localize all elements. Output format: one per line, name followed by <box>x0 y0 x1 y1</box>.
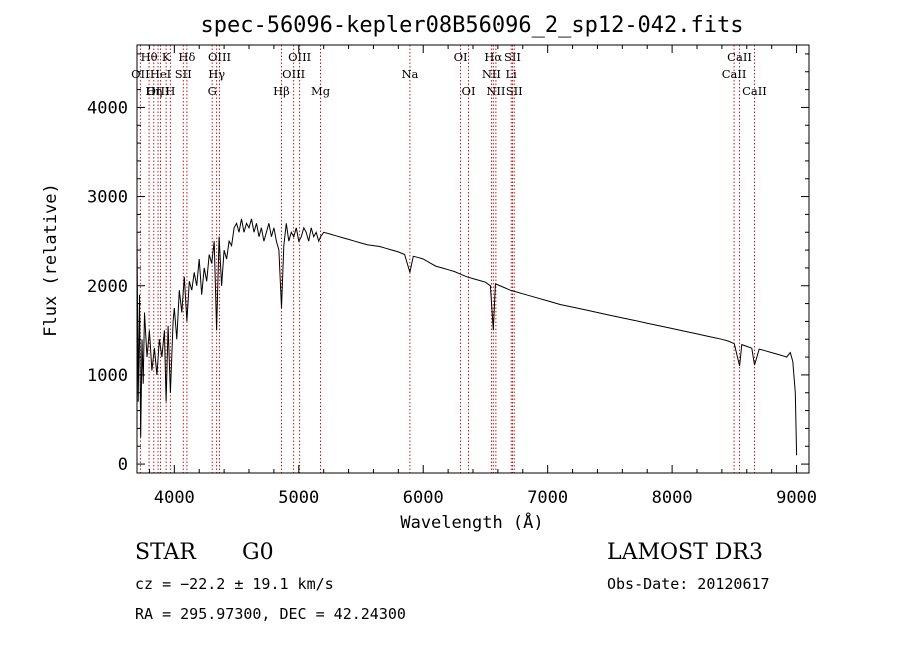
x-tick-label-0: 4000 <box>154 488 195 508</box>
y-tick-label-3: 3000 <box>87 188 128 208</box>
line-label-5: K <box>162 50 171 64</box>
line-label-22: Li <box>506 67 518 81</box>
line-label-4: HeI <box>150 67 171 81</box>
y-tick-label-2: 2000 <box>87 277 128 297</box>
line-label-6: H <box>165 84 175 98</box>
y-axis-label: Flux (relative) <box>41 183 61 337</box>
line-label-25: CaII <box>722 67 747 81</box>
chart-title: spec-56096-kepler08B56096_2_sp12-042.fit… <box>200 13 743 38</box>
plot-frame <box>136 44 810 474</box>
y-tick-label-0: 0 <box>118 455 128 475</box>
line-label-21: NII <box>486 84 505 98</box>
line-label-2: Hη <box>145 84 162 98</box>
line-label-8: Hδ <box>178 50 195 64</box>
line-label-27: CaII <box>742 84 767 98</box>
object-class: STAR <box>135 540 196 565</box>
line-label-9: G <box>208 84 217 98</box>
line-label-18: OI <box>462 84 476 98</box>
y-tick-label-1: 1000 <box>87 366 128 386</box>
line-label-26: CaII <box>727 50 752 64</box>
line-label-20: Hα <box>484 50 502 64</box>
line-label-1: Hθ <box>141 50 158 64</box>
spectrum-series-line <box>136 218 798 456</box>
x-tick-label-5: 9000 <box>776 488 817 508</box>
line-label-13: OIII <box>282 67 305 81</box>
line-label-7: SII <box>175 67 192 81</box>
line-label-15: Mg <box>311 84 331 98</box>
x-tick-label-2: 6000 <box>403 488 444 508</box>
y-axis-ticks: 0 1000 2000 3000 4000 <box>87 53 809 475</box>
coordinates: RA = 295.97300, DEC = 42.24300 <box>135 605 406 623</box>
spectral-line-labels: OIIHθHηOIIIHeIKHSIIHδGHγOIIIHβOIIIOIIIMg… <box>131 50 767 98</box>
line-label-0: OII <box>131 67 150 81</box>
line-label-14: OIII <box>288 50 311 64</box>
line-label-17: OI <box>454 50 468 64</box>
x-axis-label: Wavelength (Å) <box>400 511 543 533</box>
line-label-11: OIII <box>208 50 231 64</box>
line-label-10: Hγ <box>208 67 225 81</box>
x-axis-ticks: 4000 5000 6000 7000 8000 9000 <box>148 45 817 508</box>
redshift-cz: cz = −22.2 ± 19.1 km/s <box>135 575 334 593</box>
object-subclass: G0 <box>242 540 274 565</box>
y-tick-label-4: 4000 <box>87 98 128 118</box>
x-tick-label-4: 8000 <box>652 488 693 508</box>
line-label-16: Na <box>401 67 418 81</box>
x-tick-label-3: 7000 <box>527 488 568 508</box>
line-label-3: OIII <box>146 84 169 98</box>
x-tick-label-1: 5000 <box>278 488 319 508</box>
observation-date: Obs-Date: 20120617 <box>607 575 770 593</box>
line-label-12: Hβ <box>273 84 290 98</box>
survey-name: LAMOST DR3 <box>607 540 763 565</box>
line-label-24: SII <box>506 84 523 98</box>
spectral-line-markers <box>139 45 755 473</box>
line-label-19: NII <box>482 67 501 81</box>
line-label-23: SII <box>504 50 521 64</box>
